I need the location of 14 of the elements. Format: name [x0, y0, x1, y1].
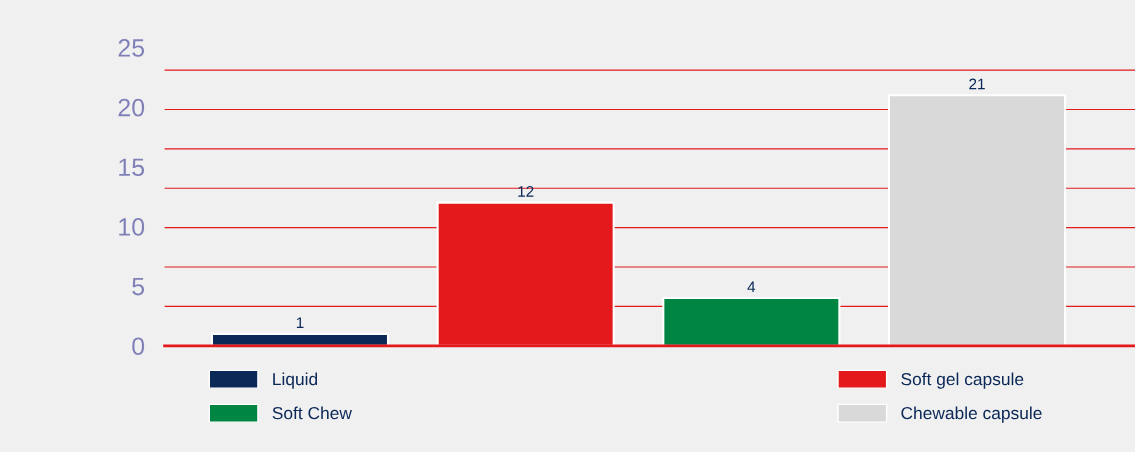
data-label: 21	[969, 78, 985, 90]
data-label: 1	[296, 317, 304, 328]
data-label: 12	[518, 185, 534, 197]
legend-label: Soft gel capsule	[901, 372, 1024, 389]
y-tick-label: 20	[118, 98, 145, 117]
legend-label: Chewable capsule	[901, 406, 1042, 423]
y-tick-label: 0	[132, 337, 145, 356]
legend-label: Liquid	[273, 372, 318, 389]
legend-label: Soft Chew	[272, 406, 352, 420]
y-tick-label: 10	[119, 218, 145, 236]
data-label: 4	[747, 281, 756, 293]
y-tick-label: 25	[118, 39, 145, 57]
y-tick-label: 5	[132, 277, 145, 296]
y-tick-label: 15	[119, 158, 145, 177]
